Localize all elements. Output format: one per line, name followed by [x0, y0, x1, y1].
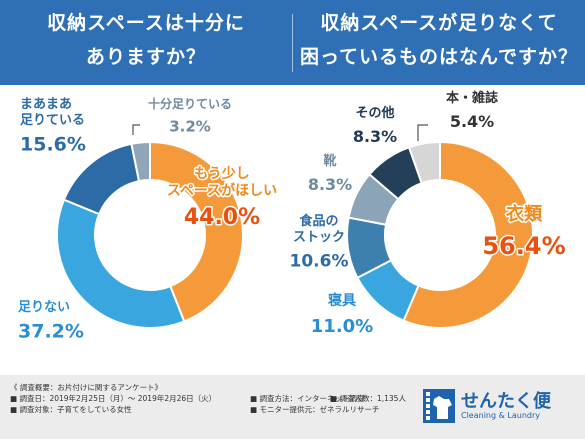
brand-logo: せんたく便 Cleaning & Laundry [423, 387, 573, 427]
chart1-label-3-line-2: 足りている [20, 113, 85, 128]
chart2-label-3-line-1: 食品の [299, 213, 338, 229]
chart1-label-2-line-1: 足りない [18, 300, 70, 315]
chart2-slice-6 [407, 140, 441, 185]
survey-method: ■ 調査方法：インターネット調査 [250, 394, 365, 403]
chart2-value-4: 8.3% [308, 175, 352, 194]
chart1-value-3: 15.6% [20, 133, 86, 155]
chart1-slice-4 [130, 140, 151, 183]
chart1-label-1-line-2: スペースがほしい [167, 182, 277, 199]
chart1-slice-1 [149, 140, 244, 323]
header-banner: 収納スペースは十分に ありますか？ 収納スペースが足りなくて 困っているものはな… [0, 0, 585, 85]
charts-area: もう少し スペースがほしい 44.0% 足りない 37.2% まあまあ 足りている 15.6%… [0, 85, 585, 375]
survey-target: ■ 調査対象：子育てをしている女性 [10, 405, 132, 414]
right-title-line-1: 収納スペースが足りなくて [320, 12, 558, 34]
survey-provider: ■ モニター提供元：ゼネラルリサーチ [250, 405, 380, 414]
survey-respondents: ■ 調査人数：1,135人 [330, 394, 406, 403]
chart2-label-6-line-1: 本・雑誌 [446, 90, 498, 106]
chart1-label-4-line-1: 十分足りている [148, 96, 232, 111]
chart1-value-1: 44.0% [184, 205, 260, 230]
chart2-label-1-line-1: 衣類 [506, 203, 543, 225]
chart2-value-1: 56.4% [482, 232, 565, 260]
chart2-slice-1 [402, 140, 534, 329]
header-divider [292, 14, 293, 72]
footer: 《 調査概要：お片付けに関するアンケート》 ■ 調査日：2019年2月25日（月… [0, 375, 585, 439]
right-chart-title: 収納スペースが足りなくて 困っているものはなんですか？ [293, 6, 585, 74]
chart2-label-5-line-1: その他 [355, 105, 394, 121]
left-title-line-1: 収納スペースは十分に [47, 12, 245, 34]
logo-name: せんたく便 [461, 391, 551, 412]
chart2-value-3: 10.6% [290, 251, 349, 271]
chart2-value-2: 11.0% [311, 316, 373, 337]
survey-title: 《 調査概要：お片付けに関するアンケート》 [10, 383, 163, 392]
left-title-line-2: ありますか？ [85, 46, 206, 68]
chart2-value-5: 8.3% [353, 127, 397, 146]
chart1-value-4: 3.2% [169, 117, 211, 135]
laundry-shirt-icon [423, 389, 455, 423]
chart2-label-4-line-1: 靴 [323, 153, 336, 169]
leader-line-2 [417, 124, 428, 141]
leader-line-1 [132, 124, 140, 135]
survey-period: ■ 調査日：2019年2月25日（月）～ 2019年2月26日（火） [10, 394, 217, 403]
left-chart-title: 収納スペースは十分に ありますか？ [0, 6, 292, 74]
survey-notes: 《 調査概要：お片付けに関するアンケート》 ■ 調査日：2019年2月25日（月… [10, 382, 406, 415]
chart1-label-3-line-1: まあまあ [20, 97, 72, 112]
chart1-slice-2 [56, 198, 186, 329]
chart2-value-6: 5.4% [450, 112, 494, 131]
right-title-line-2: 困っているものはなんですか？ [299, 46, 579, 68]
chart1-value-2: 37.2% [18, 320, 84, 342]
chart1-label-1-line-1: もう少し [194, 165, 250, 182]
logo-subtitle: Cleaning & Laundry [461, 411, 540, 420]
chart2-label-3-line-2: ストック [293, 230, 345, 245]
chart2-label-2-line-1: 寝具 [328, 292, 356, 309]
